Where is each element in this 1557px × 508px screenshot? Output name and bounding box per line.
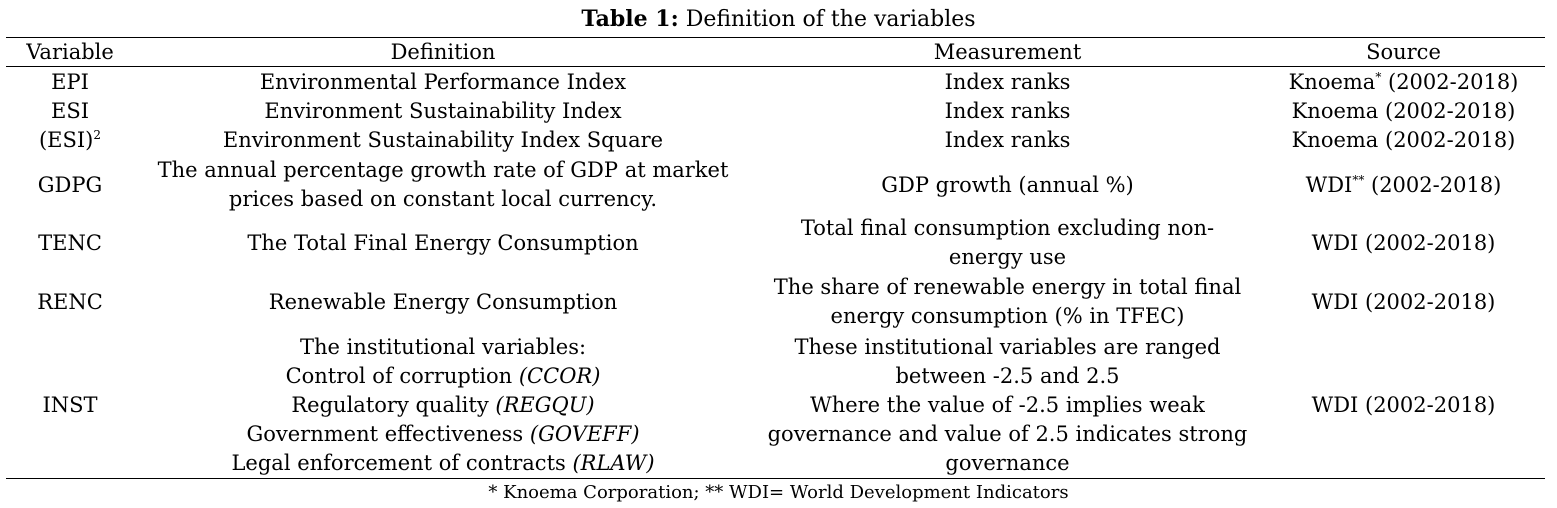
row-inst-definition-item: Regulatory quality (REGQU): [231, 391, 654, 420]
row-esi-square-source: Knoema (2002-2018): [1291, 128, 1516, 152]
row-esi-source: Knoema (2002-2018): [1291, 99, 1516, 123]
row-inst-measurement: These institutional variables are ranged…: [755, 332, 1260, 478]
header-variable: Variable: [26, 39, 114, 64]
row-gdpg-definition-line: The annual percentage growth rate of GDP…: [157, 158, 729, 182]
table-bottom-rule: [6, 478, 1545, 479]
row-inst-item-name: Government effectiveness: [246, 421, 530, 446]
row-tenc-measurement-line: energy use: [948, 245, 1067, 269]
row-renc-definition: Renewable Energy Consumption: [268, 289, 618, 314]
row-tenc-definition: The Total Final Energy Consumption: [247, 230, 639, 255]
table-top-rule: [6, 37, 1545, 38]
row-inst-definition-heading: The institutional variables:: [299, 334, 587, 359]
row-tenc-measurement: Total final consumption excluding non- e…: [755, 214, 1260, 272]
row-renc-measurement-line: energy consumption (% in TFEC): [830, 304, 1185, 328]
row-renc-measurement: The share of renewable energy in total f…: [755, 273, 1260, 331]
row-inst-definition-item: Government effectiveness (GOVEFF): [231, 420, 654, 449]
row-epi-measurement: Index ranks: [944, 70, 1071, 94]
row-esi-square-measurement: Index ranks: [944, 128, 1071, 152]
row-inst-item-name: Control of corruption: [285, 363, 519, 388]
row-esi-square-variable-sup: 2: [93, 128, 102, 142]
table-header-rule: [6, 66, 1545, 67]
row-inst-item-code: (GOVEFF): [529, 421, 640, 446]
row-inst-measurement-line: between -2.5 and 2.5: [895, 363, 1120, 388]
row-epi-source-mark: *: [1375, 70, 1382, 84]
row-epi-source-years: (2002-2018): [1381, 70, 1519, 94]
table-caption-text: Definition of the variables: [678, 7, 976, 32]
row-inst-item-code: (REGQU): [495, 392, 595, 417]
row-epi-source-name: Knoema: [1288, 70, 1376, 94]
row-gdpg-source-years: (2002-2018): [1364, 172, 1502, 197]
row-renc-source: WDI (2002-2018): [1311, 289, 1496, 314]
row-epi-variable: EPI: [51, 70, 89, 94]
header-definition: Definition: [390, 39, 496, 64]
row-inst-item-code: (RLAW): [572, 450, 655, 475]
row-gdpg-source-name: WDI: [1305, 172, 1353, 197]
table-caption: Table 1: Definition of the variables: [0, 6, 1557, 33]
row-inst-definition-item: Control of corruption (CCOR): [231, 362, 654, 391]
row-epi-source: Knoema* (2002-2018): [1262, 68, 1545, 97]
row-gdpg-source: WDI** (2002-2018): [1262, 156, 1545, 214]
row-gdpg-definition: The annual percentage growth rate of GDP…: [145, 156, 741, 214]
table-caption-label: Table 1:: [581, 6, 679, 32]
table-footnote: * Knoema Corporation; ** WDI= World Deve…: [488, 482, 1069, 503]
row-inst-measurement-line: governance and value of 2.5 indicates st…: [767, 421, 1248, 446]
row-inst-item-code: (CCOR): [518, 363, 601, 388]
row-esi-square-definition: Environment Sustainability Index Square: [222, 128, 664, 152]
row-esi-square-variable: (ESI)2: [10, 126, 130, 155]
row-inst-measurement-line: governance: [945, 450, 1070, 475]
row-inst-source: WDI (2002-2018): [1311, 392, 1496, 417]
row-renc-variable: RENC: [37, 289, 103, 314]
row-tenc-source: WDI (2002-2018): [1311, 230, 1496, 255]
row-inst-variable: INST: [42, 392, 98, 417]
row-tenc-measurement-line: Total final consumption excluding non-: [800, 216, 1215, 240]
header-measurement: Measurement: [933, 39, 1082, 64]
row-gdpg-variable: GDPG: [37, 172, 103, 197]
row-gdpg-definition-line: prices based on constant local currency.: [228, 187, 658, 211]
row-inst-item-name: Regulatory quality: [291, 392, 496, 417]
row-tenc-variable: TENC: [38, 230, 102, 255]
row-gdpg-source-mark: **: [1352, 172, 1365, 187]
row-inst-measurement-line: Where the value of -2.5 implies weak: [810, 392, 1205, 417]
row-inst-definition: The institutional variables: Control of …: [145, 332, 741, 478]
row-inst-definition-item: Legal enforcement of contracts (RLAW): [231, 449, 654, 478]
row-esi-measurement: Index ranks: [944, 99, 1071, 123]
row-esi-definition: Environment Sustainability Index: [264, 99, 622, 123]
row-esi-square-variable-text: (ESI): [38, 128, 94, 152]
row-inst-item-name: Legal enforcement of contracts: [231, 450, 573, 475]
row-epi-definition: Environmental Performance Index: [259, 70, 627, 94]
header-source: Source: [1366, 39, 1441, 64]
row-gdpg-measurement: GDP growth (annual %): [881, 172, 1134, 197]
row-renc-measurement-line: The share of renewable energy in total f…: [773, 275, 1242, 299]
row-esi-variable: ESI: [50, 99, 89, 123]
row-inst-measurement-line: These institutional variables are ranged: [794, 334, 1221, 359]
